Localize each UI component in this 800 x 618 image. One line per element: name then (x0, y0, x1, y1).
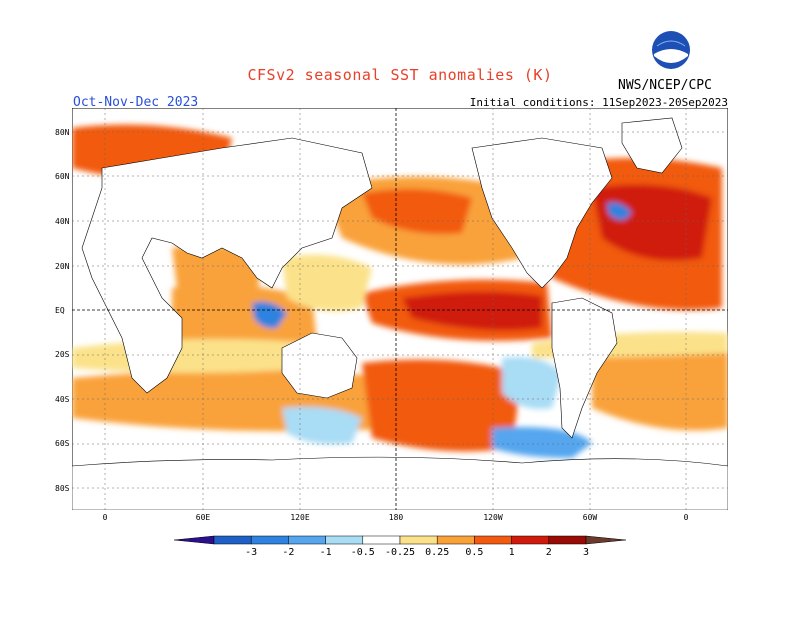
lon-label-120e: 120E (290, 513, 310, 522)
enso-core-region (402, 291, 542, 331)
south-atlantic-warm-region (592, 340, 728, 431)
colorbar-label: 3 (582, 547, 590, 558)
lat-label-40s: 40S (55, 395, 70, 404)
agency-label: NWS/NCEP/CPC (618, 78, 712, 93)
colorbar-swatch (362, 535, 401, 545)
season-label: Oct-Nov-Dec 2023 (73, 95, 199, 110)
colorbar-swatch (213, 535, 252, 545)
lon-label-60w: 60W (582, 513, 598, 522)
noaa-logo-icon (652, 31, 690, 69)
colorbar-min-triangle (174, 535, 215, 545)
land-masses (72, 117, 728, 510)
arabian-sea-warm-region (172, 244, 262, 300)
lat-label-40n: 40N (55, 217, 70, 226)
lat-label-eq: EQ (55, 306, 65, 315)
colorbar-swatch (250, 535, 289, 545)
colorbar-swatch (399, 535, 438, 545)
colorbar-swatch (511, 535, 550, 545)
lat-label-60n: 60N (55, 172, 70, 181)
colorbar-max-triangle (585, 535, 626, 545)
colorbar-label: -1 (319, 547, 332, 558)
sst-anomaly-map (72, 108, 728, 510)
colorbar-label: 1 (508, 547, 515, 558)
north-atlantic-core-region (592, 184, 712, 261)
colorbar-label: -2 (282, 547, 295, 558)
colorbar (174, 535, 626, 545)
lat-label-60s: 60S (55, 439, 70, 448)
colorbar-label: -3 (245, 547, 258, 558)
tasman-cool-region (282, 406, 362, 445)
map-title: CFSv2 seasonal SST anomalies (K) (247, 66, 553, 84)
colorbar-swatch (436, 535, 475, 545)
north-pacific-core-region (362, 189, 472, 234)
lon-label-120w: 120W (483, 513, 503, 522)
lon-label-180: 180 (388, 513, 404, 522)
lon-label-0-east: 0 (683, 513, 689, 522)
lon-label-0: 0 (102, 513, 108, 522)
west-pacific-light-region (282, 254, 372, 312)
colorbar-label: 0.5 (465, 547, 484, 558)
colorbar-label: -0.25 (384, 547, 416, 558)
initial-conditions-label: Initial conditions: 11Sep2023-20Sep2023 (469, 96, 728, 109)
colorbar-swatch (325, 535, 364, 545)
colorbar-swatch (548, 535, 587, 545)
equator-dateline (72, 108, 728, 510)
graticule (72, 108, 728, 510)
south-indian-light-region (72, 339, 312, 373)
lat-label-80s: 80S (55, 484, 70, 493)
lon-label-60e: 60E (195, 513, 211, 522)
lat-label-20s: 20S (55, 350, 70, 359)
south-pacific-warm-region (362, 359, 522, 452)
timor-sea-cool-region (252, 301, 287, 329)
colorbar-label: 0.25 (425, 547, 450, 558)
lat-label-20n: 20N (55, 262, 70, 271)
gulf-stream-cool-region (607, 202, 632, 220)
colorbar-label: 2 (545, 547, 552, 558)
colorbar-swatch (288, 535, 326, 545)
lat-label-80n: 80N (55, 128, 70, 137)
anomaly-field (72, 108, 728, 510)
colorbar-label: -0.5 (350, 547, 375, 558)
southeast-pacific-cool-region (502, 357, 562, 409)
drake-cool-region (492, 427, 592, 458)
colorbar-swatch (474, 535, 512, 545)
